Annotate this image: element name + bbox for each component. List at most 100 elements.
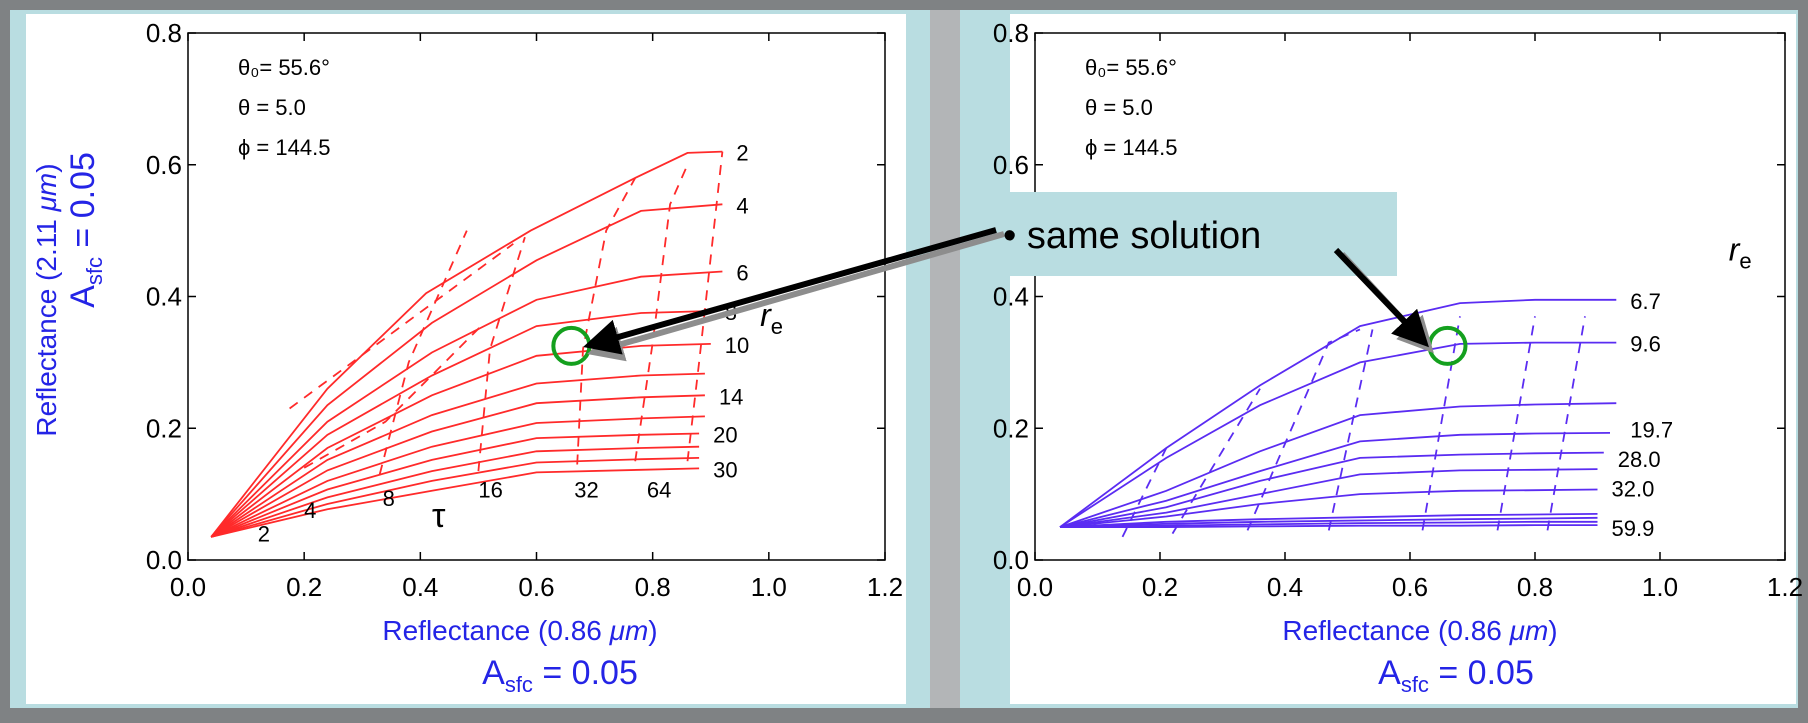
left-chart: 0.0 0.2 0.4 0.6 0.8 1.0 1.2 0.0 0.2 0.4 0.6 0.8 θ₀= … <box>146 18 903 602</box>
left-x-tick-label: 0.8 <box>635 572 671 602</box>
left-x-tick-label: 0.2 <box>286 572 322 602</box>
right-angle-label: ϕ = 144.5 <box>1085 135 1177 160</box>
left-x-axis-label-unit: μm <box>609 615 649 646</box>
right-angle-label: θ = 5.0 <box>1085 95 1153 120</box>
left-y-axis-label-unit: μm <box>31 173 62 213</box>
left-angle-label: ϕ = 144.5 <box>238 135 330 160</box>
left-dashed-line <box>477 236 526 472</box>
right-dashed-line <box>1496 316 1536 531</box>
left-y-tick-label: 0.8 <box>146 18 182 48</box>
left-x-asfc-label: Asfc = 0.05 <box>482 654 638 697</box>
left-series-line <box>210 150 723 538</box>
right-y-tick-label: 0.0 <box>993 545 1029 575</box>
left-y-asfc-label: Asfc = 0.05 <box>64 152 107 308</box>
right-series-label: 32.0 <box>1612 477 1655 502</box>
right-x-tick-label: 1.2 <box>1767 572 1803 602</box>
left-y-axis-label: Reflectance (2.11 μm) <box>31 163 62 436</box>
right-series-line <box>1060 524 1598 528</box>
left-dashed-line <box>378 230 468 475</box>
left-x-axis-label-end: ) <box>648 615 657 646</box>
left-tau-label: 2 <box>258 522 270 547</box>
right-x-axis-label: Reflectance (0.86 μm) <box>1282 615 1557 646</box>
callout-box <box>995 192 1397 276</box>
right-series-line <box>1059 488 1598 528</box>
left-y-asfc-prefix: A <box>64 285 102 308</box>
right-series-label: 28.0 <box>1618 447 1661 472</box>
left-series-label: 2 <box>736 141 748 166</box>
left-x-axis-label: Reflectance (0.86 μm) <box>382 615 657 646</box>
left-series-label: 20 <box>713 423 737 448</box>
right-y-tick-label: 0.4 <box>993 282 1029 312</box>
right-series-label: 6.7 <box>1630 289 1661 314</box>
right-series-line <box>1059 432 1611 528</box>
right-x-axis-label-unit: μm <box>1509 615 1549 646</box>
right-y-tick-label: 0.6 <box>993 150 1029 180</box>
left-y-tick-label: 0.0 <box>146 545 182 575</box>
right-series-line <box>1059 516 1598 528</box>
right-x-asfc-value: = 0.05 <box>1429 654 1534 692</box>
left-series-line <box>210 270 723 538</box>
left-dashed-line <box>576 177 636 465</box>
left-series-line <box>210 203 723 538</box>
right-x-tick-label: 0.2 <box>1142 572 1178 602</box>
left-arrow-shadow <box>587 231 1005 362</box>
right-dashed-line <box>1546 316 1586 531</box>
left-tau-label: 16 <box>478 477 502 502</box>
left-dashed-line <box>686 151 724 462</box>
left-series-line <box>210 467 700 538</box>
right-plot-background <box>1010 14 1796 704</box>
right-series-label: 59.9 <box>1612 516 1655 541</box>
right-y-tick-label: 0.8 <box>993 18 1029 48</box>
right-x-asfc-sub: sfc <box>1401 672 1429 697</box>
right-x-tick-label: 0.8 <box>1517 572 1553 602</box>
right-dashed-line <box>1421 316 1461 531</box>
left-x-tick-label: 0.4 <box>402 572 438 602</box>
left-angle-label: θ = 5.0 <box>238 95 306 120</box>
right-re-symbol-sub: e <box>1739 248 1751 273</box>
left-re-symbol-sub: e <box>771 314 783 339</box>
left-series-label: 4 <box>736 193 748 218</box>
left-y-asfc-value: = 0.05 <box>64 152 102 257</box>
left-series-label: 10 <box>725 333 749 358</box>
right-series-line <box>1059 341 1617 528</box>
panel-separator <box>930 10 960 708</box>
right-x-axis-label-text: Reflectance (0.86 <box>1282 615 1509 646</box>
left-y-axis-label-end: ) <box>31 163 62 172</box>
right-series-line <box>1059 520 1598 528</box>
left-y-tick-label: 0.6 <box>146 150 182 180</box>
right-angle-label: θ₀= 55.6° <box>1085 55 1177 80</box>
left-x-asfc-prefix: A <box>482 654 505 692</box>
left-series-line <box>210 415 705 538</box>
left-series-line <box>210 372 705 538</box>
left-y-tick-label: 0.2 <box>146 413 182 443</box>
right-x-tick-label: 0.4 <box>1267 572 1303 602</box>
right-x-asfc-prefix: A <box>1378 654 1401 692</box>
left-dashed-line <box>303 322 485 469</box>
left-tau-label: 32 <box>574 477 598 502</box>
left-x-axis-label-text: Reflectance (0.86 <box>382 615 609 646</box>
left-dashed-line <box>634 164 689 462</box>
left-tau-label: 8 <box>383 486 395 511</box>
left-tau-symbol: τ <box>432 497 446 535</box>
left-tau-label: 64 <box>647 477 671 502</box>
right-chart: 0.0 0.2 0.4 0.6 0.8 1.0 1.2 0.0 0.2 0.4 0.6 0.8 θ₀= … <box>993 18 1803 602</box>
left-series-line <box>210 310 711 538</box>
callout-text: • same solution <box>1003 215 1261 257</box>
right-series-line <box>1059 451 1604 528</box>
left-angle-label: θ₀= 55.6° <box>238 55 330 80</box>
right-series-line <box>1059 468 1598 528</box>
right-re-symbol-r: r <box>1729 231 1741 267</box>
left-tau-label: 4 <box>304 498 316 523</box>
right-dashed-line <box>1246 328 1361 531</box>
left-y-tick-label: 0.4 <box>146 282 182 312</box>
right-series-label: 9.6 <box>1630 332 1661 357</box>
right-re-symbol: re <box>1729 231 1752 273</box>
left-series-label: 14 <box>719 384 743 409</box>
left-series-line <box>210 445 700 538</box>
right-series-label: 19.7 <box>1630 417 1673 442</box>
left-series-line <box>210 457 700 538</box>
right-x-tick-label: 1.0 <box>1642 572 1678 602</box>
right-x-axis-label-end: ) <box>1548 615 1557 646</box>
left-x-tick-label: 1.0 <box>751 572 787 602</box>
